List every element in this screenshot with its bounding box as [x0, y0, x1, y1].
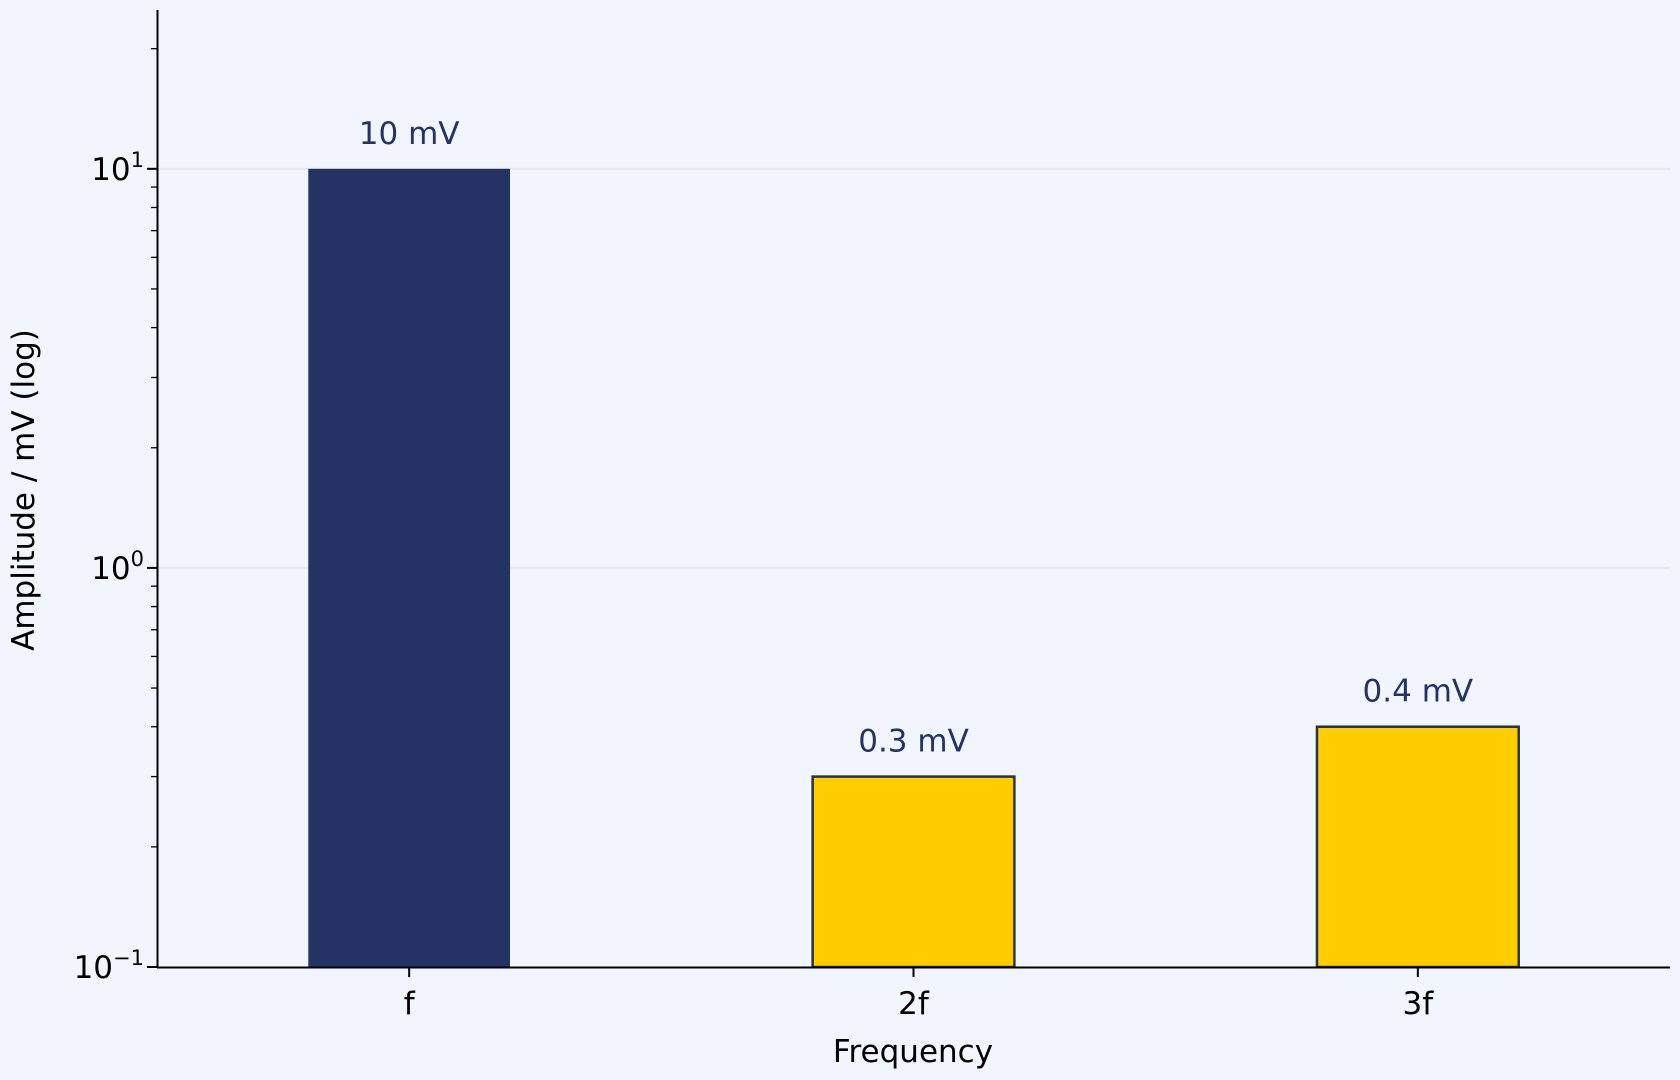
labels: 10−1 100 101 f 10 mV 2f 0.3 mV 3f 0.4 mV — [74, 116, 1474, 1022]
y-axis-title: Amplitude / mV (log) — [6, 329, 42, 651]
ticks — [147, 48, 1419, 977]
y-tick-label: 100 — [91, 547, 144, 587]
y-tick-label: 101 — [91, 148, 144, 188]
x-tick-label: f — [404, 986, 416, 1022]
bar-2f — [811, 775, 1016, 969]
x-axis-title: Frequency — [833, 1034, 993, 1070]
data-label: 10 mV — [359, 116, 460, 152]
x-tick-label: 3f — [1403, 986, 1435, 1022]
x-tick-label: 2f — [898, 986, 930, 1022]
bar-f — [308, 168, 511, 968]
bar-3f — [1315, 725, 1520, 969]
y-tick-label: 10−1 — [74, 946, 144, 986]
data-label: 0.3 mV — [858, 724, 969, 760]
bars — [308, 168, 1520, 969]
data-label: 0.4 mV — [1363, 674, 1474, 710]
